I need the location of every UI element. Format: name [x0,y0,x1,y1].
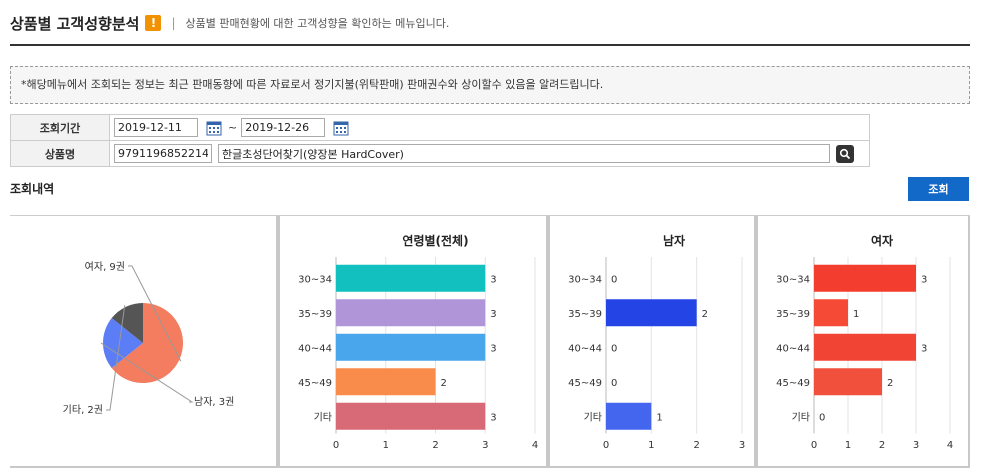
bar [606,402,652,430]
bar-value-label: 0 [611,343,617,354]
y-category-label: 기타 [314,411,332,423]
bar-value-label: 3 [921,274,927,285]
bar-value-label: 3 [921,343,927,354]
y-category-label: 45~49 [298,378,332,389]
x-tick-label: 4 [532,440,538,451]
y-category-label: 30~34 [776,274,810,285]
page-title: 상품별 고객성향분석 [10,14,140,33]
bar-value-label: 3 [490,343,496,354]
bar-value-label: 3 [490,412,496,423]
date-to-input[interactable] [241,118,326,137]
y-category-label: 30~34 [298,274,332,285]
chart-title: 연령별(전체) [402,233,468,248]
y-category-label: 35~39 [776,309,810,320]
age-total-chart: 연령별(전체) 0 1 2 3 4 30~34 3 35~39 3 40~44 3 45~49 2 기타 3 [298,233,538,451]
y-category-label: 35~39 [298,309,332,320]
x-tick-label: 2 [432,440,438,451]
x-tick-label: 1 [648,440,654,451]
x-tick-label: 1 [845,440,851,451]
page-subtitle: 상품별 판매현황에 대한 고객성향을 확인하는 메뉴입니다. [185,17,450,30]
date-range-tilde: ~ [228,121,238,134]
bar [606,299,697,327]
x-tick-label: 0 [811,440,817,451]
male-panel: 남자 0 1 2 3 30~34 0 35~39 2 40~44 0 45~49 0 기타 1 [548,216,756,468]
bar-value-label: 2 [441,378,447,389]
bar-value-label: 1 [656,412,662,423]
bar-value-label: 3 [490,309,496,320]
bar-value-label: 0 [819,412,825,423]
x-tick-label: 0 [333,440,339,451]
product-row: 상품명 [10,141,870,167]
bar [336,368,436,396]
y-category-label: 40~44 [298,343,332,354]
product-label: 상품명 [10,141,110,166]
female-chart: 여자 0 1 2 3 4 30~34 3 35~39 1 40~44 3 45~49 2 기타 0 [776,233,953,451]
date-from-input[interactable] [114,118,198,137]
pie-label-line [100,342,194,403]
bar-value-label: 0 [611,378,617,389]
x-tick-label: 3 [482,440,488,451]
x-tick-label: 4 [947,440,953,451]
y-category-label: 40~44 [776,343,810,354]
bar [336,402,486,430]
pie-slice [102,318,143,368]
bar-value-label: 1 [853,309,859,320]
header-divider [10,44,970,46]
title-separator: | [171,16,176,30]
y-category-label: 30~34 [568,274,602,285]
isbn-input[interactable] [114,144,212,163]
bar [814,264,916,292]
chart-title: 남자 [663,233,685,248]
y-category-label: 45~49 [776,378,810,389]
bar-value-label: 2 [887,378,893,389]
bar [336,299,486,327]
search-form: 조회기간 ~ 상품명 [10,114,870,167]
pie-slice-label: 여자, 9권 [85,261,125,273]
chart-title: 여자 [871,233,893,248]
y-category-label: 기타 [584,411,602,423]
query-button[interactable]: 조회 [908,177,969,201]
x-tick-label: 1 [383,440,389,451]
product-name-input[interactable] [218,144,830,163]
pie-label-line [106,305,126,411]
x-tick-label: 2 [693,440,699,451]
y-category-label: 35~39 [568,309,602,320]
pie-slice-label: 남자, 3권 [194,396,234,408]
bar-value-label: 0 [611,274,617,285]
pie-slice-label: 기타, 2권 [63,404,103,416]
age-total-panel: 연령별(전체) 0 1 2 3 4 30~34 3 35~39 3 40~44 3 45~49 2 기타 3 [278,216,548,468]
bar [814,299,848,327]
x-tick-label: 3 [913,440,919,451]
bar [814,333,916,361]
x-tick-label: 2 [879,440,885,451]
y-category-label: 기타 [792,411,810,423]
female-panel: 여자 0 1 2 3 4 30~34 3 35~39 1 40~44 3 45~49 2 기타 0 [756,216,970,468]
bar [336,333,486,361]
calendar-icon[interactable] [206,120,222,136]
bar [814,368,882,396]
warning-icon[interactable]: ! [145,15,162,31]
page-header: 상품별 고객성향분석 ! | 상품별 판매현황에 대한 고객성향을 확인하는 메… [10,10,970,36]
y-category-label: 40~44 [568,343,602,354]
x-tick-label: 0 [603,440,609,451]
section-title: 조회내역 [10,182,55,196]
bar-value-label: 3 [490,274,496,285]
male-chart: 남자 0 1 2 3 30~34 0 35~39 2 40~44 0 45~49 0 기타 1 [568,233,745,451]
bar [336,264,486,292]
pie-slice [111,303,143,343]
y-category-label: 45~49 [568,378,602,389]
calendar-icon[interactable] [333,120,349,136]
period-row: 조회기간 ~ [10,115,870,141]
pie-label-line [128,265,182,362]
bar-value-label: 2 [702,309,708,320]
pie-slice [111,303,184,383]
search-icon[interactable] [836,144,854,163]
period-label: 조회기간 [10,115,110,140]
x-tick-label: 3 [739,440,745,451]
notice-box: *해당메뉴에서 조회되는 정보는 최근 판매동향에 따른 자료로서 정기지불(위… [10,66,970,104]
